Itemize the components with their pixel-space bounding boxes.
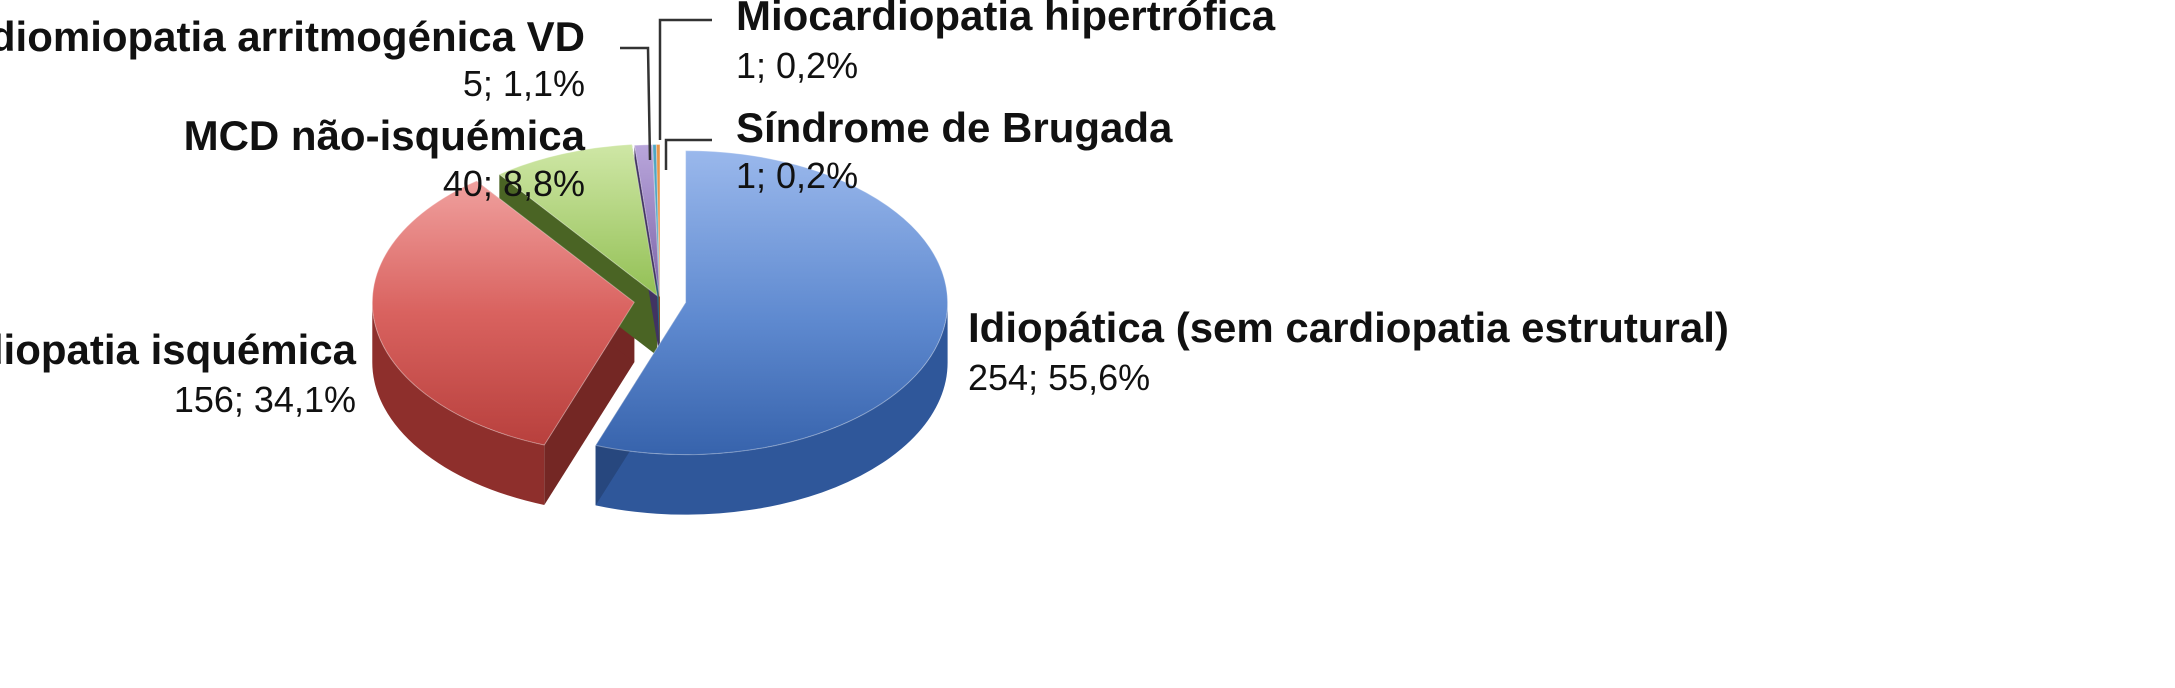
leader-line-hipertrofica [658,18,712,140]
slice-layer [371,143,949,515]
label-name-mcd: MCD não-isquémica [184,112,586,159]
slice-hipertrofica [652,144,661,297]
slice-face-isquemica-0 [544,302,635,505]
label-value-mcd: 40; 8,8% [443,163,585,204]
leader-line-avd [620,46,652,161]
slice-brugada [655,144,661,297]
label-name-hipertrofica: Miocardiopatia hipertrófica [736,0,1276,39]
label-name-brugada: Síndrome de Brugada [736,104,1173,151]
label-name-avd: Cardiomiopatia arritmogénica VD [0,13,585,60]
slice-avd [633,144,661,297]
label-value-avd: 5; 1,1% [463,63,585,104]
slice-side-isquemica [372,302,545,505]
slice-side-idiopatica [595,302,948,515]
label-value-brugada: 1; 0,2% [736,155,858,196]
leader-lines [620,18,712,170]
slice-mcd [498,143,658,297]
slice-labels: Idiopática (sem cardiopatia estrutural) … [0,0,1729,420]
slice-isquemica [371,180,635,446]
label-value-isquemica: 156; 34,1% [174,379,356,420]
label-name-idiopatica: Idiopática (sem cardiopatia estrutural) [968,304,1729,351]
slice-idiopatica [594,150,949,456]
leader-line-brugada [664,138,712,170]
label-value-idiopatica: 254; 55,6% [968,357,1150,398]
label-name-isquemica: Cardiopatia isquémica [0,326,357,373]
label-value-hipertrofica: 1; 0,2% [736,45,858,86]
